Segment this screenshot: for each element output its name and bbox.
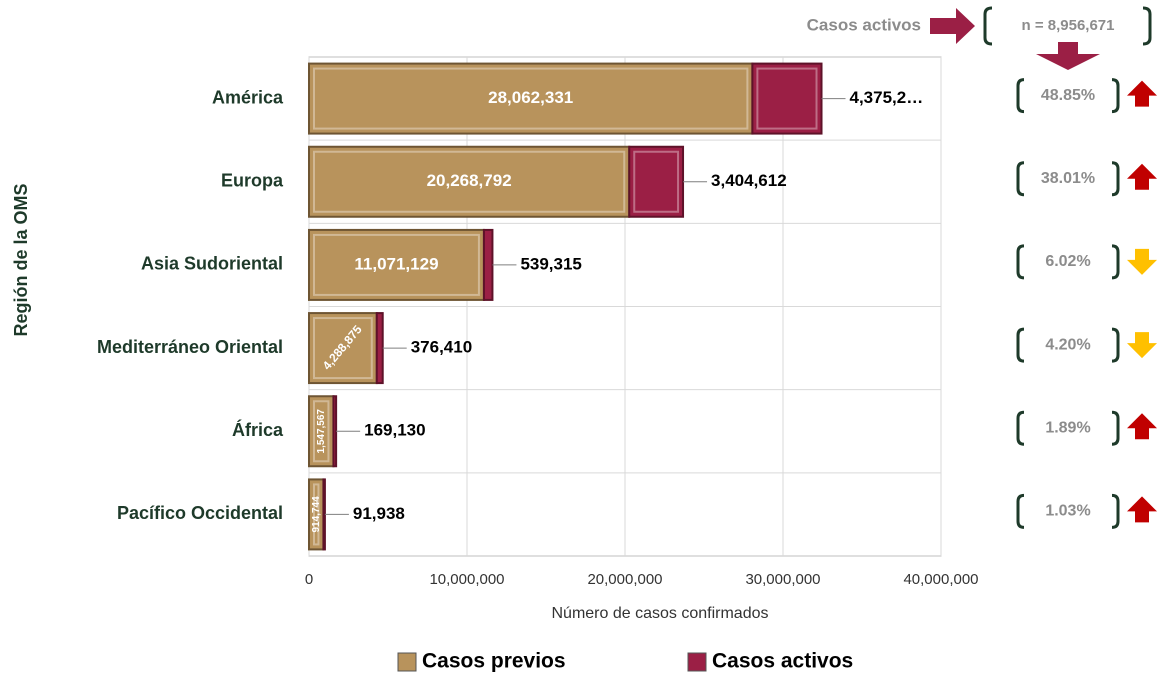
bar-value-label: 11,071,129 xyxy=(354,254,438,273)
total-label: Casos activos xyxy=(807,15,921,34)
y-tick-label: América xyxy=(212,87,284,107)
trend-arrow xyxy=(1127,496,1157,523)
share-label: 1.03% xyxy=(1045,503,1090,520)
bar-value-label: 4,375,2… xyxy=(850,88,924,107)
share-label: 48.85% xyxy=(1041,87,1095,104)
x-tick-label: 0 xyxy=(305,571,313,588)
trend-arrow xyxy=(1127,332,1157,359)
bar-value-label: 539,315 xyxy=(520,254,581,273)
total-down-arrow xyxy=(1036,42,1100,70)
bar-value-label: 1,547,567 xyxy=(316,409,327,454)
bar-segment xyxy=(308,228,485,301)
total-bracket xyxy=(983,6,1152,46)
trend-arrow xyxy=(1127,80,1157,107)
share-bracket xyxy=(1016,327,1120,363)
bar-segment xyxy=(375,312,384,385)
x-tick-label: 10,000,000 xyxy=(429,571,504,588)
share-bracket xyxy=(1016,244,1120,280)
bar-bevel xyxy=(313,150,626,213)
bar-segment xyxy=(482,228,494,301)
share-label: 4.20% xyxy=(1045,336,1090,353)
y-axis-label: Región de la OMS xyxy=(11,183,31,336)
share-bracket xyxy=(1016,161,1120,197)
bar-value-label: 3,404,612 xyxy=(711,171,787,190)
y-tick-label: Mediterráneo Oriental xyxy=(97,337,283,357)
legend-swatch xyxy=(397,652,417,672)
total-value: n = 8,956,671 xyxy=(1022,17,1115,34)
y-tick-label: Europa xyxy=(221,171,284,191)
bar-segment xyxy=(308,145,631,218)
bar-value-label: 28,062,331 xyxy=(488,88,573,107)
trend-arrow xyxy=(1127,248,1157,275)
bar-bevel xyxy=(313,483,320,546)
bar-value-label: 914,744 xyxy=(311,496,322,533)
bar-value-label: 376,410 xyxy=(411,338,472,357)
bar-segment xyxy=(751,62,823,135)
bar-segment xyxy=(308,312,378,385)
bar-bevel xyxy=(313,67,749,130)
bar-segment xyxy=(308,395,335,468)
bar-bevel xyxy=(633,150,680,213)
bar-bevel xyxy=(313,233,480,296)
bar-value-label: 20,268,792 xyxy=(427,171,512,190)
bar-segment xyxy=(628,145,685,218)
x-tick-label: 20,000,000 xyxy=(587,571,662,588)
y-tick-label: África xyxy=(232,419,284,440)
legend-label: Casos previos xyxy=(422,650,566,673)
bar-value-label: 169,130 xyxy=(364,421,425,440)
y-tick-label: Asia Sudoriental xyxy=(141,254,283,274)
bar-segment xyxy=(322,478,326,551)
bar-value-label: 91,938 xyxy=(353,504,405,523)
legend-swatch xyxy=(687,652,707,672)
bar-bevel xyxy=(313,317,373,380)
share-label: 6.02% xyxy=(1045,253,1090,270)
legend-label: Casos activos xyxy=(712,650,853,673)
share-label: 38.01% xyxy=(1041,170,1095,187)
x-tick-label: 30,000,000 xyxy=(745,571,820,588)
share-label: 1.89% xyxy=(1045,419,1090,436)
x-tick-label: 40,000,000 xyxy=(903,571,978,588)
y-tick-label: Pacífico Occidental xyxy=(117,503,283,523)
bar-segment xyxy=(332,395,338,468)
share-bracket xyxy=(1016,78,1120,114)
bar-bevel xyxy=(756,67,818,130)
share-bracket xyxy=(1016,410,1120,446)
total-arrow xyxy=(930,8,975,44)
bar-segment xyxy=(308,62,754,135)
x-axis-label: Número de casos confirmados xyxy=(552,605,769,622)
share-bracket xyxy=(1016,493,1120,529)
trend-arrow xyxy=(1127,163,1157,190)
trend-arrow xyxy=(1127,413,1157,440)
bar-bevel xyxy=(313,400,330,463)
